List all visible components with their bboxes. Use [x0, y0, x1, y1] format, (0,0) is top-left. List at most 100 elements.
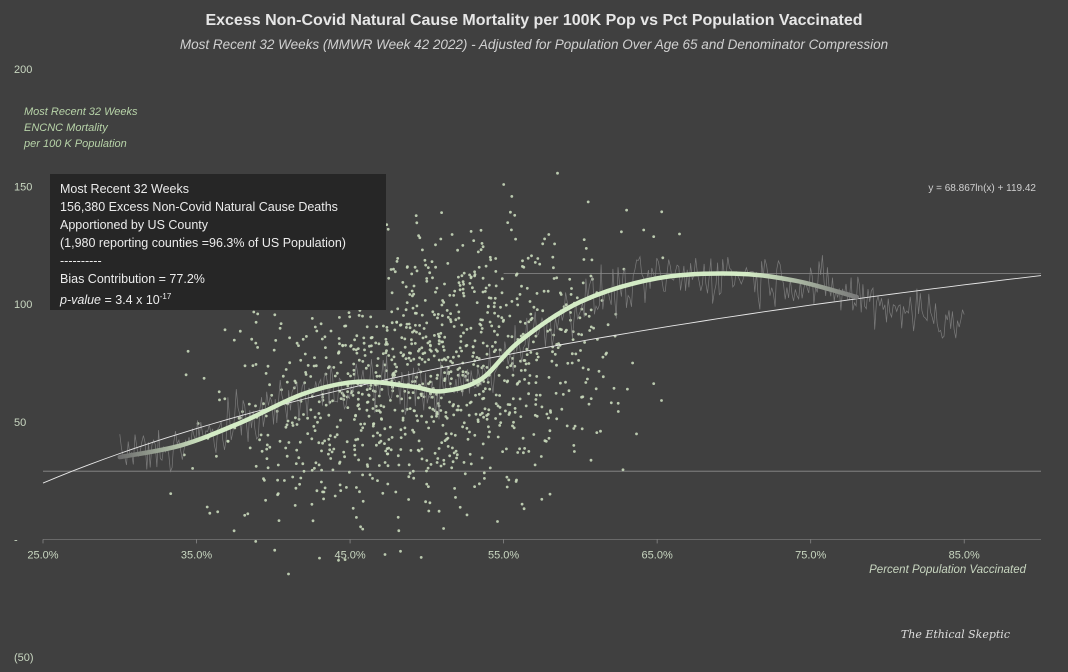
scatter-point: [437, 342, 441, 346]
pvalue-line: p-value = 3.4 x 10-17: [60, 288, 376, 309]
scatter-point: [400, 397, 403, 401]
reference-lines: [43, 273, 1041, 472]
scatter-point: [285, 454, 289, 458]
scatter-point: [439, 464, 443, 468]
scatter-point: [371, 434, 375, 438]
scatter-point: [323, 486, 327, 490]
scatter-point: [559, 293, 563, 296]
scatter-point: [504, 303, 508, 307]
scatter-point: [428, 380, 432, 384]
scatter-point: [363, 422, 366, 426]
scatter-point: [322, 490, 326, 494]
info-line: Bias Contribution = 77.2%: [60, 272, 205, 286]
scatter-point: [360, 392, 364, 396]
scatter-point: [363, 354, 367, 357]
scatter-point: [500, 291, 504, 295]
scatter-point: [522, 451, 525, 455]
scatter-point: [381, 352, 385, 355]
scatter-point: [436, 312, 440, 316]
scatter-point: [396, 515, 400, 519]
scatter-point: [297, 344, 300, 347]
scatter-point: [218, 398, 221, 402]
scatter-point: [399, 448, 403, 451]
scatter-point: [331, 399, 334, 403]
scatter-point: [288, 361, 292, 365]
scatter-point: [414, 214, 418, 218]
scatter-point: [353, 418, 356, 421]
scatter-point: [547, 416, 550, 420]
scatter-point: [254, 341, 258, 345]
scatter-point: [538, 262, 542, 266]
scatter-point: [532, 305, 536, 309]
scatter-point: [427, 358, 430, 361]
watermark: The Ethical Skeptic: [900, 628, 1010, 641]
scatter-point: [462, 461, 466, 464]
scatter-point: [586, 200, 590, 204]
scatter-point: [436, 332, 440, 336]
scatter-point: [441, 299, 444, 302]
scatter-point: [487, 425, 490, 429]
scatter-point: [320, 468, 323, 472]
scatter-point: [251, 364, 255, 367]
scatter-point: [437, 509, 441, 513]
scatter-point: [520, 502, 524, 506]
scatter-point: [324, 356, 328, 359]
scatter-point: [316, 420, 319, 424]
scatter-point: [284, 446, 288, 450]
scatter-point: [483, 290, 487, 293]
scatter-point: [385, 223, 389, 227]
scatter-point: [555, 276, 559, 280]
scatter-point: [652, 235, 656, 239]
scatter-point: [616, 401, 620, 405]
scatter-point: [521, 436, 525, 440]
scatter-point: [535, 292, 539, 295]
scatter-point: [584, 312, 587, 316]
scatter-point: [354, 348, 358, 352]
scatter-point: [454, 318, 458, 322]
scatter-point: [403, 345, 407, 349]
scatter-point: [405, 326, 408, 329]
scatter-point: [462, 421, 466, 425]
scatter-point: [417, 396, 420, 400]
y-axis-label-line: Most Recent 32 Weeks: [24, 106, 138, 118]
scatter-point: [516, 303, 520, 307]
y-tick-label: 150: [14, 182, 32, 194]
scatter-point: [510, 195, 514, 198]
scatter-point: [426, 266, 430, 269]
scatter-point: [420, 313, 424, 317]
scatter-point: [515, 382, 519, 386]
scatter-point: [432, 420, 436, 423]
y-tick-label: 100: [14, 299, 32, 311]
scatter-point: [486, 412, 490, 416]
scatter-point: [533, 463, 537, 467]
scatter-point: [523, 321, 527, 325]
scatter-point: [327, 413, 331, 417]
scatter-point: [414, 323, 417, 327]
scatter-point: [324, 403, 328, 407]
scatter-point: [434, 265, 437, 269]
scatter-point: [498, 394, 501, 397]
scatter-point: [660, 399, 663, 402]
scatter-point: [361, 426, 365, 430]
scatter-point: [577, 332, 580, 336]
scatter-point: [384, 343, 387, 346]
scatter-point: [595, 431, 599, 434]
scatter-point: [428, 271, 432, 275]
scatter-point: [223, 328, 227, 332]
scatter-point: [403, 337, 407, 341]
scatter-point: [581, 366, 585, 370]
scatter-point: [302, 413, 305, 416]
scatter-point: [348, 315, 352, 319]
scatter-point: [208, 511, 212, 515]
scatter-point: [535, 393, 538, 397]
scatter-point: [459, 340, 463, 343]
scatter-point: [393, 270, 397, 274]
scatter-point: [463, 472, 467, 476]
scatter-point: [456, 368, 460, 371]
scatter-point: [471, 355, 475, 358]
scatter-point: [323, 335, 327, 339]
scatter-point: [678, 232, 681, 236]
scatter-point: [278, 439, 282, 443]
scatter-point: [429, 349, 433, 353]
scatter-point: [329, 434, 332, 438]
